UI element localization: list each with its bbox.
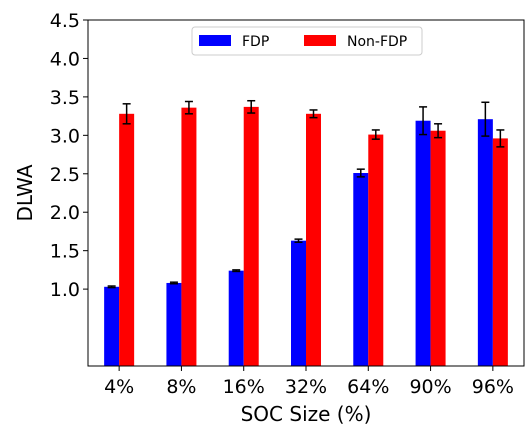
x-tick-label: 32% [285,376,327,398]
x-axis-label: SOC Size (%) [241,402,372,426]
bar-fdp [104,287,119,366]
bar-fdp [353,173,368,366]
bar-non-fdp [306,114,321,366]
bar-non-fdp [493,138,508,366]
x-axis: 4% 8% 16% 32% 64% 90% 96% [104,366,514,398]
bar-non-fdp [244,107,259,366]
y-tick-label: 4.0 [50,48,80,70]
bar-non-fdp [431,131,446,366]
bar-non-fdp [368,135,383,366]
x-tick-label: 4% [104,376,134,398]
legend-label-non-fdp: Non-FDP [347,34,407,50]
x-tick-label: 90% [409,376,451,398]
x-tick-label: 96% [472,376,514,398]
y-tick-label: 3.0 [50,125,80,147]
legend-label-fdp: FDP [242,34,269,50]
bar-non-fdp [119,114,134,366]
bar-fdp [478,119,493,366]
bar-non-fdp [181,108,196,366]
x-tick-label: 8% [166,376,196,398]
legend-swatch-fdp [199,35,231,46]
y-tick-label: 4.5 [50,10,80,32]
bar-fdp [416,121,431,366]
y-tick-label: 1.0 [50,279,80,301]
y-tick-label: 2.5 [50,164,80,186]
bar-fdp [166,283,181,366]
legend-swatch-non-fdp [304,35,336,46]
bar-fdp [291,241,306,366]
x-tick-label: 64% [347,376,389,398]
bars-layer [104,107,508,366]
x-tick-label: 16% [223,376,265,398]
y-axis: 1.0 1.5 2.0 2.5 3.0 3.5 4.0 4.5 [50,10,88,301]
y-tick-label: 2.0 [50,202,80,224]
y-tick-label: 3.5 [50,87,80,109]
bar-fdp [229,271,244,366]
y-tick-label: 1.5 [50,241,80,263]
legend: FDP Non-FDP [192,27,422,55]
y-axis-label: DLWA [13,164,37,221]
